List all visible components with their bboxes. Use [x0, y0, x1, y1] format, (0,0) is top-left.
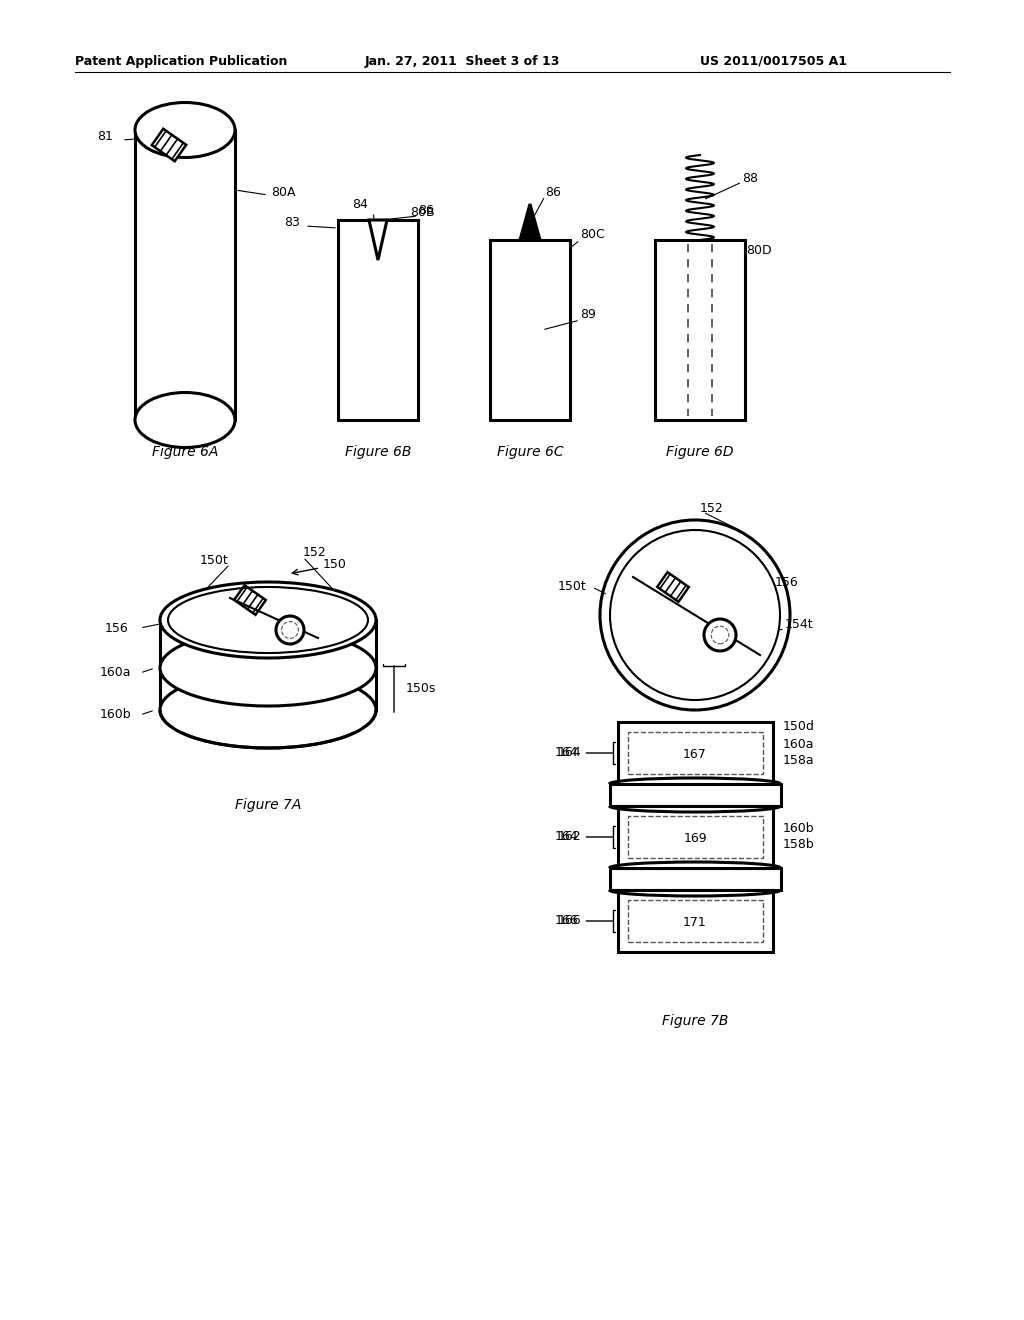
Bar — [628, 733, 763, 774]
Polygon shape — [520, 205, 540, 240]
Bar — [609, 869, 780, 890]
Text: 166: 166 — [555, 915, 579, 928]
Bar — [628, 900, 763, 942]
Ellipse shape — [160, 582, 376, 657]
Ellipse shape — [135, 392, 234, 447]
Ellipse shape — [135, 103, 234, 157]
Ellipse shape — [160, 630, 376, 706]
Text: 164: 164 — [555, 747, 579, 759]
Circle shape — [705, 619, 736, 651]
Text: 167: 167 — [683, 748, 707, 762]
Text: 160b: 160b — [782, 822, 814, 836]
Text: 164: 164 — [558, 747, 582, 759]
Text: 156: 156 — [775, 577, 799, 590]
Polygon shape — [657, 572, 689, 602]
Circle shape — [276, 616, 304, 644]
Text: 164: 164 — [555, 830, 579, 843]
Bar — [490, 240, 570, 420]
Text: 150t: 150t — [200, 553, 228, 566]
Text: Jan. 27, 2011  Sheet 3 of 13: Jan. 27, 2011 Sheet 3 of 13 — [365, 55, 560, 69]
Text: 158a: 158a — [782, 755, 814, 767]
Text: 150d: 150d — [782, 719, 814, 733]
Text: 80A: 80A — [271, 186, 296, 198]
Text: 80D: 80D — [746, 243, 772, 256]
Text: Figure 6D: Figure 6D — [667, 445, 734, 459]
Text: 80C: 80C — [580, 228, 605, 242]
Text: 84: 84 — [352, 198, 368, 211]
Text: 86: 86 — [418, 205, 434, 218]
Text: Figure 6A: Figure 6A — [152, 445, 218, 459]
Polygon shape — [234, 585, 266, 615]
Text: 166: 166 — [558, 915, 582, 928]
Text: 156: 156 — [105, 622, 129, 635]
Bar — [628, 816, 763, 858]
Text: 81: 81 — [97, 131, 113, 144]
Text: 171: 171 — [683, 916, 707, 929]
Bar — [617, 807, 772, 869]
Text: 150s: 150s — [406, 682, 436, 696]
Text: 86: 86 — [545, 186, 561, 198]
Text: US 2011/0017505 A1: US 2011/0017505 A1 — [700, 55, 847, 69]
Bar — [617, 722, 772, 784]
Text: 162: 162 — [558, 830, 582, 843]
Text: 169: 169 — [683, 833, 707, 846]
Polygon shape — [152, 129, 186, 161]
Text: Figure 7A: Figure 7A — [234, 799, 301, 812]
Text: Patent Application Publication: Patent Application Publication — [75, 55, 288, 69]
Circle shape — [610, 531, 780, 700]
Polygon shape — [369, 220, 387, 260]
Text: 160a: 160a — [782, 738, 814, 751]
Ellipse shape — [160, 672, 376, 748]
Text: 88: 88 — [742, 172, 758, 185]
Text: 154t: 154t — [785, 619, 814, 631]
Bar — [609, 784, 780, 807]
Bar — [617, 890, 772, 952]
Text: 152: 152 — [700, 502, 724, 515]
Bar — [135, 129, 234, 420]
Circle shape — [600, 520, 790, 710]
Bar — [655, 240, 745, 420]
Text: 154t: 154t — [323, 623, 351, 636]
Text: 160a: 160a — [100, 667, 131, 680]
Text: Figure 7B: Figure 7B — [662, 1014, 728, 1028]
Bar — [338, 220, 418, 420]
Text: 150t: 150t — [558, 581, 587, 594]
Text: 160b: 160b — [100, 709, 132, 722]
Text: 80B: 80B — [410, 206, 434, 219]
Text: 152: 152 — [303, 545, 327, 558]
Text: 83: 83 — [284, 215, 300, 228]
Text: Figure 6B: Figure 6B — [345, 445, 412, 459]
Text: 158b: 158b — [782, 838, 814, 851]
Text: Figure 6C: Figure 6C — [497, 445, 563, 459]
Text: 89: 89 — [580, 309, 596, 322]
Text: 150: 150 — [292, 558, 347, 576]
